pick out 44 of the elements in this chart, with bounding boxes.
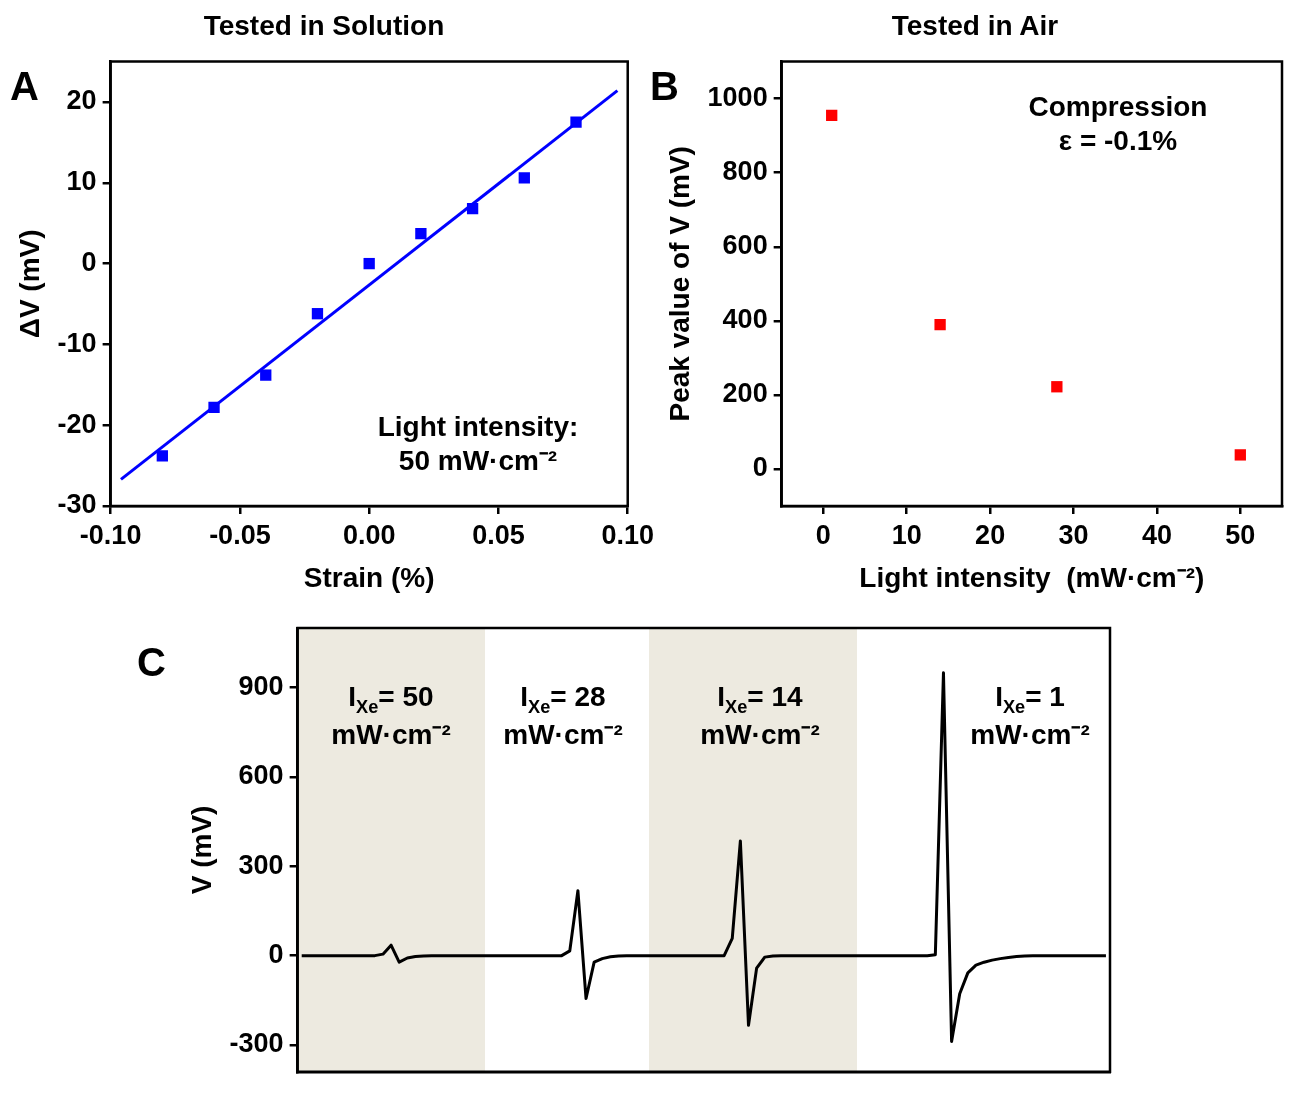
x-tick-label: 0.00 [342, 519, 396, 550]
y-tick-label: 600 [238, 760, 284, 791]
annotation: Light intensity: 50 mW·cm⁻² [377, 410, 579, 478]
x-tick-label: 50 [1225, 519, 1256, 550]
annotation: I$_{Xe}$= 14 mW·cm⁻² [700, 680, 820, 753]
y-axis-title: Peak value of V (mV) [663, 146, 695, 422]
y-tick-label: 900 [238, 671, 284, 702]
x-tick-label: -0.05 [209, 519, 271, 550]
x-tick-label: 20 [975, 519, 1006, 550]
x-tick-label: 30 [1058, 519, 1089, 550]
x-tick-label: 0 [815, 519, 831, 550]
x-tick-label: 10 [891, 519, 922, 550]
y-tick-label: -300 [229, 1028, 284, 1059]
y-tick-label: -30 [57, 489, 97, 520]
x-tick-label: 40 [1141, 519, 1172, 550]
y-tick-label: 20 [66, 85, 97, 116]
y-axis-title: ΔV (mV) [13, 229, 45, 339]
y-tick-label: 200 [722, 378, 768, 409]
x-axis-title: Strain (%) [303, 561, 435, 593]
y-tick-label: -10 [57, 327, 97, 358]
y-tick-label: 400 [722, 304, 768, 335]
y-tick-label: 1000 [707, 82, 768, 113]
x-tick-label: -0.10 [79, 519, 142, 550]
y-tick-label: 300 [238, 849, 284, 880]
x-tick-label: 0.10 [601, 519, 655, 550]
y-tick-label: 0 [752, 452, 768, 483]
chart-title: Tested in Air [891, 9, 1059, 41]
y-tick-label: 600 [722, 230, 768, 261]
y-axis-title: V (mV) [185, 805, 217, 895]
annotation: I$_{Xe}$= 50 mW·cm⁻² [331, 680, 451, 753]
y-tick-label: 0 [81, 247, 97, 278]
text: C [137, 639, 166, 686]
chart-title: Tested in Solution [203, 9, 445, 41]
y-tick-label: 0 [268, 939, 284, 970]
y-tick-label: -20 [57, 408, 97, 439]
text: B [650, 63, 679, 110]
text: A [10, 63, 39, 110]
y-tick-label: 10 [66, 166, 97, 197]
annotation: I$_{Xe}$= 1 mW·cm⁻² [970, 680, 1090, 753]
annotation: I$_{Xe}$= 28 mW·cm⁻² [503, 680, 623, 753]
annotation: Compression ε = -0.1% [1028, 90, 1208, 158]
x-tick-label: 0.05 [472, 519, 525, 550]
x-axis-title: Light intensity (mW·cm⁻²) [859, 561, 1205, 593]
y-tick-label: 800 [722, 156, 768, 187]
